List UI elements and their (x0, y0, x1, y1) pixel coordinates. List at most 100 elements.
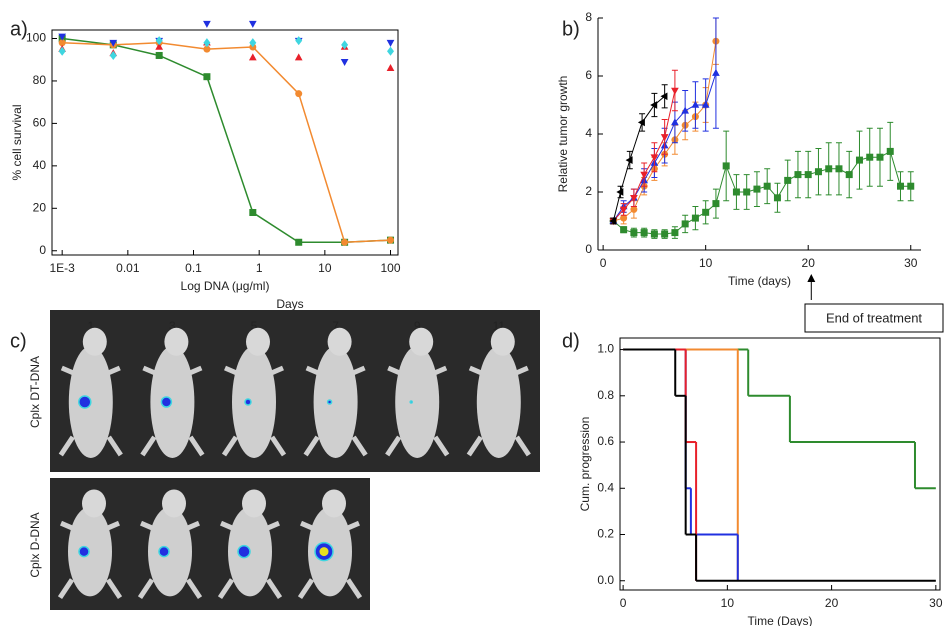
point (248, 53, 257, 61)
point (804, 171, 812, 179)
point (609, 217, 617, 225)
plot-frame (51, 29, 399, 256)
point (294, 53, 303, 61)
point (155, 42, 164, 50)
y-tick-label: 0.8 (597, 388, 614, 402)
point (702, 208, 710, 216)
y-axis-label: Cum. progression (578, 417, 592, 512)
days-label: Days (276, 297, 303, 311)
mouse-head (82, 489, 106, 518)
mouse-head (490, 327, 515, 356)
point (203, 20, 211, 28)
point (671, 87, 679, 95)
mouse-legs (58, 365, 123, 457)
plot-frame (619, 337, 941, 591)
row-label: Cplx D-DNA (28, 512, 42, 577)
point (866, 153, 874, 161)
point (249, 38, 257, 48)
point (203, 45, 211, 53)
point (630, 195, 638, 202)
point (732, 188, 740, 196)
point (691, 214, 699, 222)
point (341, 40, 349, 50)
mouse-body (148, 506, 192, 597)
mouse-body (313, 346, 358, 458)
point (341, 238, 349, 246)
point (691, 100, 700, 108)
point (712, 200, 720, 208)
y-tick-label: 1.0 (597, 342, 614, 356)
x-tick-label: 20 (825, 596, 839, 610)
point (845, 171, 853, 179)
point (660, 92, 668, 101)
y-tick-label: 2 (585, 184, 592, 198)
annotation-box (804, 303, 944, 333)
point (650, 101, 658, 109)
point (835, 165, 843, 173)
fit-line (62, 37, 391, 244)
point (619, 206, 628, 214)
signal (237, 544, 251, 559)
point (109, 39, 118, 47)
y-tick-label: 4 (585, 126, 592, 140)
x-tick-label: 10 (721, 596, 735, 610)
point (387, 46, 395, 56)
x-tick-label: 1 (256, 261, 263, 275)
image-row (50, 310, 540, 472)
mouse-legs (466, 365, 531, 457)
point (155, 36, 163, 46)
signal (78, 395, 92, 409)
point (671, 118, 679, 126)
point (825, 165, 833, 173)
x-tick-label: 30 (929, 596, 943, 610)
y-tick-label: 40 (33, 158, 47, 172)
mouse-head (164, 327, 189, 356)
point (743, 188, 751, 196)
point (876, 153, 884, 161)
mouse-head (322, 489, 346, 518)
x-axis-label: Log DNA (μg/ml) (181, 279, 270, 293)
signal (244, 398, 252, 406)
mouse-body (476, 346, 521, 458)
point (794, 171, 802, 179)
y-axis-label: Relative tumor growth (556, 76, 570, 193)
x-tick-label: 20 (802, 256, 816, 270)
mouse-legs (385, 365, 450, 457)
x-tick-label: 0 (600, 256, 607, 270)
signal (158, 545, 170, 558)
point (340, 59, 349, 67)
point (248, 20, 257, 28)
point (386, 64, 395, 72)
mouse-legs (140, 365, 205, 457)
point (671, 229, 679, 237)
point (712, 68, 720, 76)
panel-label: c) (10, 330, 27, 352)
x-tick-label: 10 (699, 256, 713, 270)
point (722, 162, 730, 170)
point (249, 209, 257, 217)
point (681, 106, 690, 114)
point (620, 226, 628, 234)
y-tick-label: 8 (585, 10, 592, 24)
mouse-body (68, 506, 112, 597)
signal (319, 547, 329, 557)
point (637, 118, 645, 127)
y-tick-label: 0 (39, 243, 46, 257)
point (58, 39, 66, 47)
mouse-legs (217, 520, 283, 599)
point (650, 154, 659, 162)
y-tick-label: 0 (585, 242, 592, 256)
point (58, 33, 67, 41)
point (773, 194, 781, 202)
point (640, 171, 648, 179)
x-axis-label: Time (days) (728, 274, 791, 288)
y-tick-label: 6 (585, 68, 592, 82)
mouse-head (162, 489, 186, 518)
mouse-legs (303, 365, 368, 457)
day-label: 5 (251, 319, 258, 333)
signal (409, 400, 413, 404)
y-tick-label: 0.6 (597, 434, 614, 448)
mouse-head (327, 327, 352, 356)
point (620, 214, 628, 222)
